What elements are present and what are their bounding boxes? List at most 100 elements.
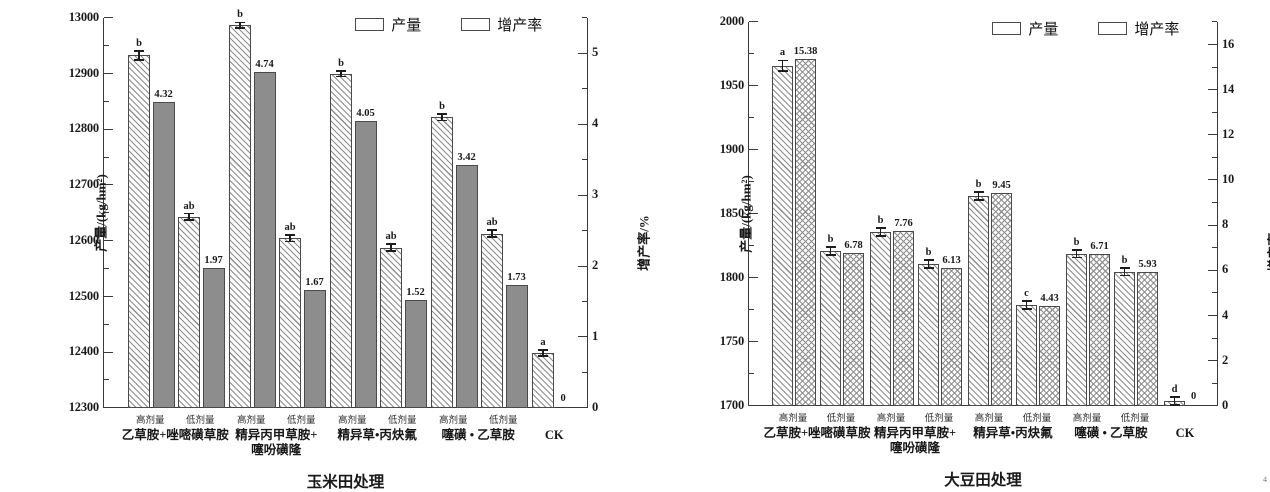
error-bar-cap bbox=[285, 241, 295, 243]
bar-yield[interactable] bbox=[229, 25, 251, 408]
bar-rate[interactable] bbox=[254, 72, 276, 408]
significance-letter: b bbox=[423, 101, 461, 112]
legend-item-rate[interactable]: 增产率 bbox=[1098, 18, 1179, 39]
y-ticklabel-left-soybean: 1950 bbox=[720, 78, 744, 93]
error-bar-cap bbox=[1170, 396, 1180, 398]
group-label: CK bbox=[484, 428, 624, 443]
error-bar-cap bbox=[924, 267, 934, 269]
bar-rate[interactable] bbox=[1039, 306, 1060, 406]
significance-letter: b bbox=[120, 38, 158, 49]
error-bar-cap bbox=[1022, 308, 1032, 310]
significance-letter: a bbox=[524, 337, 562, 348]
bar-yield[interactable] bbox=[968, 196, 989, 406]
bar-rate[interactable] bbox=[1137, 272, 1158, 406]
legend-label-yield: 产量 bbox=[1028, 18, 1058, 39]
error-bar-cap bbox=[386, 250, 396, 252]
bar-yield[interactable] bbox=[1114, 272, 1135, 406]
y-ticklabel-right-maize: 3 bbox=[592, 187, 598, 202]
y-ticklabel-left-maize: 12900 bbox=[69, 66, 99, 81]
legend-swatch-rate bbox=[1098, 22, 1127, 35]
y-ticklabel-left-maize: 12400 bbox=[69, 344, 99, 359]
bar-rate[interactable] bbox=[355, 121, 377, 408]
error-bar-cap bbox=[437, 120, 447, 122]
error-bar-cap bbox=[134, 59, 144, 61]
y-tick-left-soybean bbox=[749, 405, 758, 406]
bar-rate[interactable] bbox=[941, 268, 962, 406]
error-bar-cap bbox=[487, 229, 497, 231]
error-bar-cap bbox=[235, 27, 245, 29]
significance-letter: ab bbox=[170, 201, 208, 212]
rate-value-label: 1.67 bbox=[295, 277, 335, 288]
bar-rate[interactable] bbox=[456, 165, 478, 408]
legend-label-rate: 增产率 bbox=[497, 14, 542, 35]
bar-rate[interactable] bbox=[795, 59, 816, 406]
bar-rate[interactable] bbox=[405, 300, 427, 408]
y-axis-title-left: 产量/(kg/hm²) bbox=[736, 139, 755, 289]
bar-yield[interactable] bbox=[1016, 305, 1037, 406]
bar-rate[interactable] bbox=[153, 102, 175, 408]
legend-swatch-rate bbox=[461, 18, 490, 31]
bar-yield[interactable] bbox=[772, 66, 793, 406]
legend-item-yield[interactable]: 产量 bbox=[355, 14, 421, 35]
y-tick-right-maize bbox=[578, 407, 587, 408]
bar-yield[interactable] bbox=[330, 74, 352, 408]
group-label-line: 噻吩磺隆 bbox=[206, 443, 346, 458]
bar-yield[interactable] bbox=[820, 251, 841, 406]
bar-yield[interactable] bbox=[1066, 254, 1087, 406]
significance-letter: b bbox=[322, 58, 360, 69]
error-bar-cap bbox=[184, 219, 194, 221]
rate-value-label: 15.38 bbox=[786, 46, 825, 57]
legend-swatch-yield bbox=[992, 22, 1021, 35]
y-ticklabel-left-soybean: 1700 bbox=[720, 398, 744, 413]
error-bar-cap bbox=[336, 70, 346, 72]
bar-yield[interactable] bbox=[178, 217, 200, 408]
bar-rate[interactable] bbox=[991, 193, 1012, 406]
rate-value-label: 5.93 bbox=[1128, 259, 1167, 270]
x-axis-title: 大豆田处理 bbox=[748, 468, 1218, 490]
rate-value-label: 4.05 bbox=[346, 108, 386, 119]
error-bar-cap bbox=[184, 213, 194, 215]
error-bar-cap bbox=[826, 254, 836, 256]
bar-yield[interactable] bbox=[279, 238, 301, 408]
bar-rate[interactable] bbox=[843, 253, 864, 406]
y-ticklabel-right-maize: 0 bbox=[592, 400, 598, 415]
y-ticklabel-right-soybean: 2 bbox=[1222, 353, 1228, 368]
y-ticklabel-right-maize: 1 bbox=[592, 329, 598, 344]
y-ticklabel-left-maize: 12500 bbox=[69, 289, 99, 304]
error-bar-cap bbox=[1120, 275, 1130, 277]
bar-yield[interactable] bbox=[918, 264, 939, 406]
legend-item-rate[interactable]: 增产率 bbox=[461, 14, 542, 35]
bar-yield[interactable] bbox=[870, 232, 891, 406]
bar-yield[interactable] bbox=[532, 353, 554, 408]
y-ticklabel-right-maize: 2 bbox=[592, 258, 598, 273]
y-ticklabel-left-soybean: 2000 bbox=[720, 14, 744, 29]
error-bar-cap bbox=[538, 355, 548, 357]
y-ticklabel-right-soybean: 8 bbox=[1222, 217, 1228, 232]
bar-yield[interactable] bbox=[128, 55, 150, 408]
y-axis-title-right: 增产率/% bbox=[1264, 179, 1270, 309]
rate-value-label: 6.71 bbox=[1080, 241, 1119, 252]
y-ticklabel-left-maize: 12300 bbox=[69, 400, 99, 415]
legend-item-yield[interactable]: 产量 bbox=[992, 18, 1058, 39]
error-bar-cap bbox=[974, 199, 984, 201]
y-ticklabel-right-soybean: 14 bbox=[1222, 82, 1234, 97]
y-ticklabel-right-soybean: 6 bbox=[1222, 262, 1228, 277]
y-tick-right-soybean bbox=[1208, 405, 1217, 406]
rate-value-label: 0 bbox=[1191, 391, 1196, 402]
rate-value-label: 1.97 bbox=[194, 255, 234, 266]
error-bar-cap bbox=[437, 113, 447, 115]
dose-label: 低剂量 bbox=[472, 412, 535, 426]
legend-maize: 产量 增产率 bbox=[355, 14, 542, 35]
bar-rate[interactable] bbox=[304, 290, 326, 408]
y-ticklabel-right-soybean: 4 bbox=[1222, 308, 1228, 323]
rate-value-label: 4.74 bbox=[245, 59, 285, 70]
bar-yield[interactable] bbox=[481, 234, 503, 408]
rate-value-label: 4.32 bbox=[144, 89, 184, 100]
bar-rate[interactable] bbox=[1089, 254, 1110, 406]
bar-rate[interactable] bbox=[203, 268, 225, 408]
bar-yield[interactable] bbox=[380, 248, 402, 408]
group-label-line: 噻吩磺隆 bbox=[845, 441, 985, 456]
rate-value-label: 1.73 bbox=[497, 272, 537, 283]
